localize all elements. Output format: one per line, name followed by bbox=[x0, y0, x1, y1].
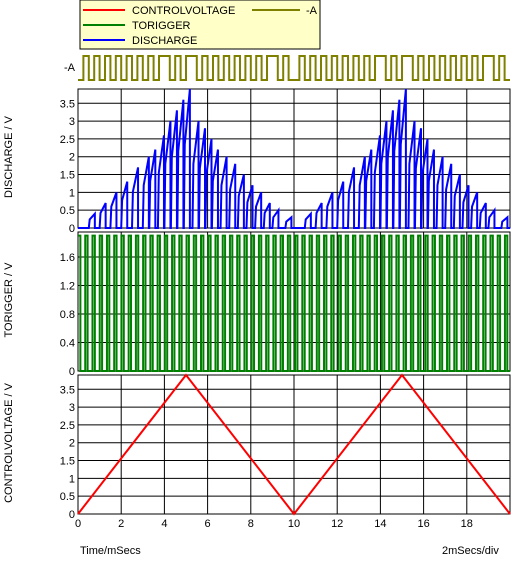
y-tick-label: 0.8 bbox=[60, 309, 75, 321]
y-tick-label: 0 bbox=[69, 366, 75, 378]
panel-controlvoltage: 0 0.5 1 1.5 2 2.5 3 3.5 bbox=[60, 373, 511, 521]
legend-label-torigger: TORIGGER bbox=[132, 20, 191, 32]
ylabel-controlvoltage: CONTROLVOLTAGE / V bbox=[3, 382, 15, 502]
panel-discharge: 0 0.5 1 1.5 2 2.5 3 3.5 bbox=[60, 88, 511, 235]
y-tick-label: 1.5 bbox=[60, 456, 75, 468]
y-tick-label: 0.5 bbox=[60, 205, 75, 217]
y-tick-label: 3 bbox=[69, 402, 75, 414]
y-tick-label: 1 bbox=[69, 187, 75, 199]
legend-label-digital-a: -A bbox=[306, 5, 318, 17]
x-tick-label: 10 bbox=[288, 518, 300, 530]
y-tick-label: 2 bbox=[69, 438, 75, 450]
digital-trace-label: -A bbox=[64, 62, 76, 74]
y-tick-label: 3.5 bbox=[60, 98, 75, 110]
x-tick-label: 16 bbox=[417, 518, 429, 530]
panel-torigger: 0 0.4 0.8 1.2 1.6 bbox=[60, 231, 511, 378]
torigger-line bbox=[78, 234, 510, 372]
y-tick-label: 2.5 bbox=[60, 420, 75, 432]
x-tick-label: 18 bbox=[461, 518, 473, 530]
y-tick-label: 3 bbox=[69, 116, 75, 128]
x-tick-labels: 0 2 4 6 8 10 12 14 16 18 bbox=[75, 518, 473, 530]
x-tick-label: 4 bbox=[161, 518, 167, 530]
y-tick-label: 1.6 bbox=[60, 252, 75, 264]
x-tick-label: 14 bbox=[374, 518, 386, 530]
x-tick-label: 12 bbox=[331, 518, 343, 530]
discharge-line bbox=[78, 88, 510, 229]
digital-trace bbox=[78, 55, 510, 81]
y-tick-label: 0.5 bbox=[60, 491, 75, 503]
legend-label-discharge: DISCHARGE bbox=[132, 35, 197, 47]
scale-label: 2mSecs/div bbox=[442, 545, 499, 557]
digital-a-line bbox=[78, 55, 510, 81]
y-tick-label: 1 bbox=[69, 473, 75, 485]
y-tick-label: 1.2 bbox=[60, 280, 75, 292]
ylabel-discharge: DISCHARGE / V bbox=[3, 115, 15, 198]
y-tick-label: 0.4 bbox=[60, 337, 75, 349]
y-tick-label: 2.5 bbox=[60, 134, 75, 146]
legend: CONTROLVOLTAGE -A TORIGGER DISCHARGE bbox=[79, 0, 321, 50]
x-tick-label: 2 bbox=[118, 518, 124, 530]
x-axis-label: Time/mSecs bbox=[80, 545, 141, 557]
ylabel-torigger: TORIGGER / V bbox=[3, 262, 15, 338]
legend-label-controlvoltage: CONTROLVOLTAGE bbox=[132, 5, 235, 17]
y-tick-label: 1.5 bbox=[60, 170, 75, 182]
x-tick-label: 8 bbox=[248, 518, 254, 530]
controlvoltage-line bbox=[77, 373, 511, 516]
x-tick-label: 0 bbox=[75, 518, 81, 530]
y-tick-label: 0 bbox=[69, 509, 75, 521]
y-tick-label: 2 bbox=[69, 152, 75, 164]
y-tick-label: 0 bbox=[69, 223, 75, 235]
x-tick-label: 6 bbox=[205, 518, 211, 530]
y-tick-label: 3.5 bbox=[60, 384, 75, 396]
